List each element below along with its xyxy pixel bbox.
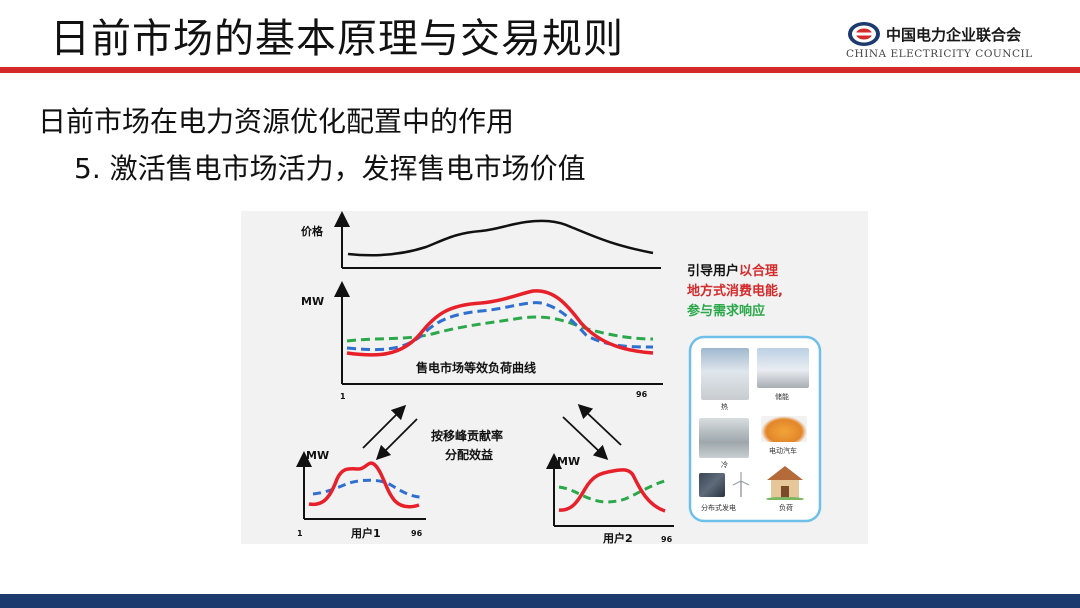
- mw-axis-label-main: MW: [301, 295, 324, 308]
- user1-red-curve: [308, 461, 420, 509]
- green-load-curve: [346, 315, 654, 343]
- arrow-user1-down: [375, 418, 418, 461]
- center-text-line1: 按移峰贡献率: [431, 428, 503, 443]
- logo-name-en: CHINA ELECTRICITY COUNCIL: [846, 48, 1033, 60]
- demand-response-figure: 价格 MW 售电市场等效负荷曲线 1 96 按移峰贡献率 分配效益 MW 1 用…: [241, 211, 868, 544]
- solar-image: [699, 473, 725, 497]
- load-curve-caption: 售电市场等效负荷曲线: [416, 360, 536, 375]
- user1-axis-end: 96: [411, 529, 423, 538]
- user2-axis-end: 96: [661, 535, 673, 544]
- price-axis-label: 价格: [301, 224, 324, 238]
- user2-red-curve: [558, 468, 666, 513]
- ev-image: [761, 416, 807, 442]
- bullet-point: 5. 激活售电市场活力，发挥售电市场价值: [74, 152, 586, 185]
- wind-turbine-icon: [732, 472, 750, 497]
- title-divider: [0, 67, 1080, 73]
- user2-green-curve: [558, 479, 666, 504]
- center-text-line2: 分配效益: [445, 447, 493, 462]
- load-label: 负荷: [779, 504, 793, 512]
- mw-axis-label-user2: MW: [557, 455, 580, 468]
- logo-name-cn: 中国电力企业联合会: [886, 26, 1022, 44]
- cold-image: [699, 418, 749, 458]
- storage-image: [757, 348, 809, 388]
- blue-load-curve: [346, 301, 654, 352]
- main-axis-end: 96: [636, 390, 648, 399]
- arrow-user2-up: [577, 404, 622, 446]
- storage-label: 储能: [775, 393, 789, 401]
- arrow-user2-down: [562, 416, 609, 460]
- user1-axis-start: 1: [297, 529, 303, 538]
- ev-label: 电动汽车: [769, 447, 797, 455]
- heat-label: 热: [721, 403, 728, 411]
- red-load-curve: [346, 289, 654, 357]
- guide-green: 参与需求响应: [687, 303, 765, 319]
- council-emblem-icon: [848, 22, 880, 46]
- user1-label: 用户1: [351, 526, 381, 540]
- guide-line1: 引导用户以合理: [687, 263, 778, 279]
- guide-black: 引导用户: [687, 263, 739, 279]
- cold-label: 冷: [721, 461, 728, 469]
- logo: 中国电力企业联合会 CHINA ELECTRICITY COUNCIL: [846, 18, 1076, 66]
- guide-red-2: 地方式消费电能,: [687, 283, 783, 299]
- guide-red-1: 以合理: [739, 263, 778, 279]
- price-curve: [347, 219, 654, 257]
- distributed-generation-label: 分布式发电: [701, 504, 736, 512]
- arrow-user1-up: [362, 404, 407, 449]
- user2-label: 用户2: [603, 531, 633, 544]
- house-icon: [766, 466, 804, 500]
- subtitle: 日前市场在电力资源优化配置中的作用: [38, 105, 515, 138]
- heat-image: [701, 348, 749, 400]
- main-axis-start: 1: [340, 392, 346, 401]
- footer-bar: [0, 594, 1080, 608]
- mw-axis-label-user1: MW: [306, 449, 329, 462]
- slide-title: 日前市场的基本原理与交易规则: [50, 16, 624, 62]
